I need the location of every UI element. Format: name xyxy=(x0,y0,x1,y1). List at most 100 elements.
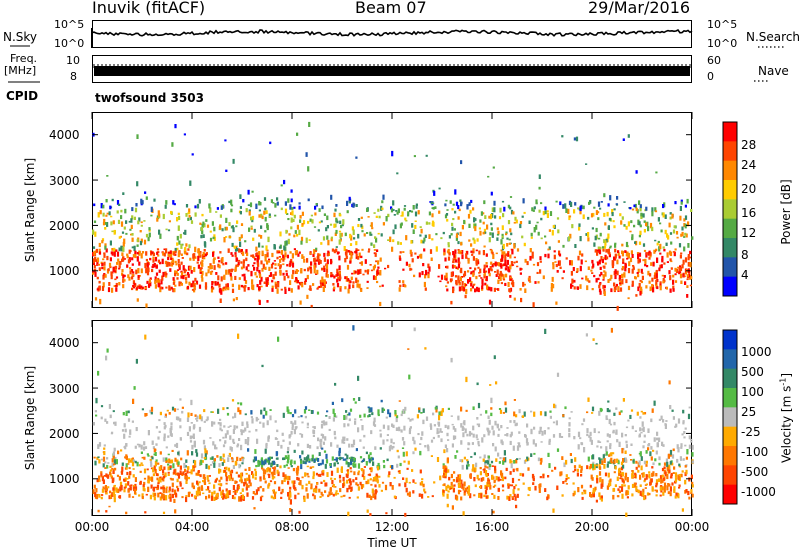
data-cell xyxy=(234,480,237,484)
data-cell xyxy=(113,285,116,287)
data-cell xyxy=(356,283,359,288)
data-cell xyxy=(481,285,484,290)
data-cell xyxy=(141,493,144,498)
data-cell xyxy=(620,461,624,466)
data-cell xyxy=(110,221,113,226)
data-cell xyxy=(280,258,283,261)
data-cell xyxy=(500,249,503,252)
data-cell xyxy=(674,273,677,276)
data-cell xyxy=(185,480,188,484)
data-cell xyxy=(631,483,635,488)
data-cell xyxy=(396,463,399,468)
data-cell xyxy=(613,256,616,261)
data-cell xyxy=(247,287,250,291)
data-cell xyxy=(179,438,182,441)
data-cell xyxy=(223,286,226,289)
data-cell xyxy=(104,274,107,278)
data-cell xyxy=(357,463,361,469)
data-cell xyxy=(577,444,580,450)
data-cell xyxy=(239,241,242,247)
data-cell xyxy=(631,470,634,472)
data-cell xyxy=(626,257,629,260)
data-cell xyxy=(146,271,150,276)
data-cell xyxy=(168,251,171,254)
data-cell xyxy=(237,402,240,405)
data-cell xyxy=(565,474,568,478)
data-cell xyxy=(193,267,196,273)
nsearch-label: N.Search xyxy=(746,30,800,44)
data-cell xyxy=(261,495,264,498)
data-cell xyxy=(551,469,554,472)
data-cell xyxy=(477,478,480,481)
data-cell xyxy=(180,253,183,256)
data-cell xyxy=(228,236,231,238)
data-cell xyxy=(663,482,667,488)
power-ytick-3000: 3000 xyxy=(49,174,80,188)
data-cell xyxy=(354,463,357,468)
data-cell xyxy=(624,457,627,463)
data-cell xyxy=(488,215,491,219)
data-cell xyxy=(143,239,147,245)
data-cell xyxy=(131,276,134,280)
data-cell xyxy=(293,449,296,453)
data-cell xyxy=(428,222,431,225)
data-cell xyxy=(346,200,349,206)
data-cell xyxy=(621,216,624,220)
data-cell xyxy=(687,261,690,267)
data-cell xyxy=(538,186,541,190)
data-cell xyxy=(677,493,680,499)
data-cell xyxy=(409,210,412,213)
data-cell xyxy=(608,252,611,256)
data-cell xyxy=(349,408,353,412)
data-cell xyxy=(259,496,263,502)
data-cell xyxy=(218,260,221,263)
data-cell xyxy=(258,201,261,206)
data-cell xyxy=(156,477,159,481)
data-cell xyxy=(333,223,336,228)
data-cell xyxy=(93,456,96,459)
data-cell xyxy=(595,210,598,215)
data-cell xyxy=(225,262,228,265)
data-cell xyxy=(544,253,547,258)
data-cell xyxy=(350,276,353,280)
data-cell xyxy=(562,481,565,484)
data-cell xyxy=(490,397,493,404)
data-cell xyxy=(322,282,325,286)
data-cell xyxy=(605,238,608,243)
power-colorbar-segment xyxy=(723,141,737,162)
data-cell xyxy=(501,441,504,446)
data-cell xyxy=(105,199,108,203)
data-cell xyxy=(174,444,177,447)
data-cell xyxy=(659,494,662,497)
data-cell xyxy=(198,486,201,492)
data-cell xyxy=(551,276,554,282)
data-cell xyxy=(396,172,399,175)
data-cell xyxy=(284,455,287,460)
data-cell xyxy=(403,441,406,446)
data-cell xyxy=(224,433,227,439)
data-cell xyxy=(300,236,304,242)
data-cell xyxy=(165,446,168,449)
data-cell xyxy=(122,284,125,289)
data-cell xyxy=(300,268,303,274)
data-cell xyxy=(158,229,161,235)
data-cell xyxy=(542,474,545,479)
data-cell xyxy=(225,466,228,471)
data-cell xyxy=(106,464,109,469)
data-cell xyxy=(115,459,118,465)
data-cell xyxy=(264,480,267,484)
data-cell xyxy=(659,222,662,225)
data-cell xyxy=(530,236,533,239)
data-cell xyxy=(213,226,216,232)
data-cell xyxy=(212,287,215,290)
data-cell xyxy=(596,249,599,252)
data-cell xyxy=(338,230,342,233)
data-cell xyxy=(131,420,134,423)
data-cell xyxy=(627,134,630,138)
data-cell xyxy=(574,457,577,462)
data-cell xyxy=(233,496,236,500)
data-cell xyxy=(638,434,641,438)
data-cell xyxy=(502,213,505,218)
data-cell xyxy=(112,477,115,482)
power-colorbar-segment xyxy=(723,218,737,239)
